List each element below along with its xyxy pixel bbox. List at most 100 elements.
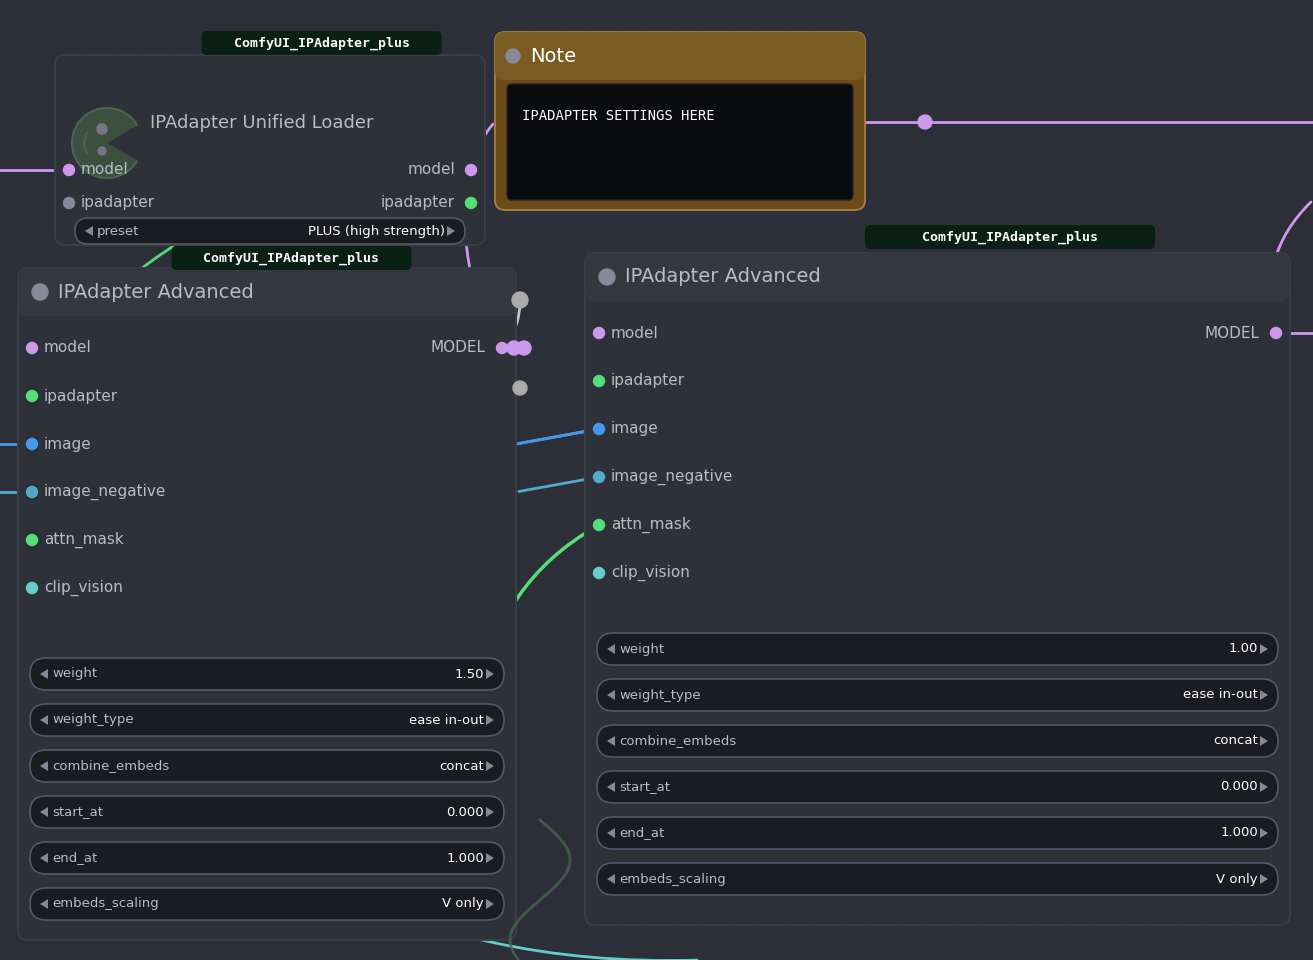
Polygon shape: [1260, 736, 1268, 746]
Text: weight_type: weight_type: [53, 713, 134, 727]
Text: weight: weight: [618, 642, 664, 656]
FancyBboxPatch shape: [30, 796, 504, 828]
FancyBboxPatch shape: [30, 658, 504, 690]
Text: ComfyUI_IPAdapter_plus: ComfyUI_IPAdapter_plus: [922, 230, 1098, 244]
FancyBboxPatch shape: [55, 55, 484, 245]
Text: V only: V only: [442, 898, 484, 910]
FancyBboxPatch shape: [597, 725, 1278, 757]
Polygon shape: [39, 899, 49, 909]
Circle shape: [26, 391, 38, 401]
Text: V only: V only: [1216, 873, 1258, 885]
FancyBboxPatch shape: [597, 679, 1278, 711]
Polygon shape: [39, 761, 49, 771]
Polygon shape: [1260, 782, 1268, 792]
FancyArrowPatch shape: [481, 526, 596, 697]
FancyArrowPatch shape: [465, 173, 500, 346]
Text: image_negative: image_negative: [611, 468, 734, 485]
Text: weight_type: weight_type: [618, 688, 701, 702]
Text: ipadapter: ipadapter: [381, 196, 456, 210]
Text: model: model: [81, 162, 129, 178]
Circle shape: [26, 487, 38, 497]
FancyBboxPatch shape: [597, 863, 1278, 895]
Polygon shape: [39, 853, 49, 863]
Polygon shape: [85, 226, 93, 236]
Circle shape: [599, 269, 614, 285]
Circle shape: [26, 535, 38, 545]
Text: model: model: [611, 325, 659, 341]
FancyArrowPatch shape: [471, 124, 494, 167]
Text: ipadapter: ipadapter: [611, 373, 685, 389]
Text: 0.000: 0.000: [446, 805, 484, 819]
Text: clip_vision: clip_vision: [45, 580, 123, 596]
Circle shape: [517, 341, 530, 355]
Text: end_at: end_at: [618, 827, 664, 839]
Circle shape: [507, 341, 521, 355]
Circle shape: [466, 164, 477, 176]
Text: 0.000: 0.000: [1220, 780, 1258, 794]
Circle shape: [512, 292, 528, 308]
Circle shape: [593, 519, 604, 531]
Circle shape: [26, 439, 38, 449]
Text: attn_mask: attn_mask: [611, 516, 691, 533]
Text: model: model: [45, 341, 92, 355]
Polygon shape: [39, 669, 49, 679]
FancyArrowPatch shape: [519, 429, 596, 444]
Text: MODEL: MODEL: [431, 341, 486, 355]
FancyArrowPatch shape: [504, 302, 520, 346]
Polygon shape: [607, 736, 614, 746]
FancyArrowPatch shape: [33, 192, 469, 394]
Text: start_at: start_at: [618, 780, 670, 794]
Circle shape: [98, 147, 106, 155]
FancyBboxPatch shape: [18, 268, 516, 940]
Circle shape: [97, 124, 106, 134]
Polygon shape: [607, 828, 614, 838]
FancyBboxPatch shape: [586, 253, 1289, 925]
Polygon shape: [486, 669, 494, 679]
Text: embeds_scaling: embeds_scaling: [618, 873, 726, 885]
Circle shape: [513, 381, 527, 395]
FancyBboxPatch shape: [597, 771, 1278, 803]
FancyBboxPatch shape: [597, 633, 1278, 665]
Circle shape: [32, 284, 49, 300]
Text: preset: preset: [97, 225, 139, 237]
FancyBboxPatch shape: [507, 84, 853, 200]
FancyBboxPatch shape: [172, 246, 411, 270]
Circle shape: [593, 327, 604, 339]
Text: model: model: [407, 162, 456, 178]
FancyArrowPatch shape: [1270, 202, 1310, 330]
FancyBboxPatch shape: [30, 888, 504, 920]
Text: IPAdapter Unified Loader: IPAdapter Unified Loader: [150, 114, 373, 132]
FancyBboxPatch shape: [495, 32, 865, 210]
Polygon shape: [607, 782, 614, 792]
Text: 1.50: 1.50: [454, 667, 484, 681]
Text: end_at: end_at: [53, 852, 97, 865]
FancyBboxPatch shape: [495, 32, 865, 80]
Circle shape: [593, 423, 604, 435]
Text: attn_mask: attn_mask: [45, 532, 123, 548]
Circle shape: [593, 471, 604, 483]
FancyBboxPatch shape: [75, 218, 465, 244]
Wedge shape: [72, 108, 138, 178]
Circle shape: [593, 375, 604, 387]
Text: PLUS (high strength): PLUS (high strength): [309, 225, 445, 237]
Text: ipadapter: ipadapter: [81, 196, 155, 210]
Text: weight: weight: [53, 667, 97, 681]
Circle shape: [496, 343, 508, 353]
Polygon shape: [486, 807, 494, 817]
Circle shape: [26, 343, 38, 353]
FancyBboxPatch shape: [30, 704, 504, 736]
Text: ipadapter: ipadapter: [45, 389, 118, 403]
FancyBboxPatch shape: [202, 31, 441, 55]
Circle shape: [593, 567, 604, 579]
Polygon shape: [486, 899, 494, 909]
Polygon shape: [1260, 874, 1268, 884]
FancyBboxPatch shape: [865, 225, 1155, 249]
FancyBboxPatch shape: [30, 750, 504, 782]
Text: IPAdapter Advanced: IPAdapter Advanced: [58, 282, 253, 301]
Text: concat: concat: [440, 759, 484, 773]
Text: IPADAPTER SETTINGS HERE: IPADAPTER SETTINGS HERE: [523, 109, 714, 123]
Polygon shape: [607, 644, 614, 654]
Polygon shape: [486, 853, 494, 863]
Text: image: image: [45, 437, 92, 451]
Circle shape: [1271, 327, 1281, 339]
